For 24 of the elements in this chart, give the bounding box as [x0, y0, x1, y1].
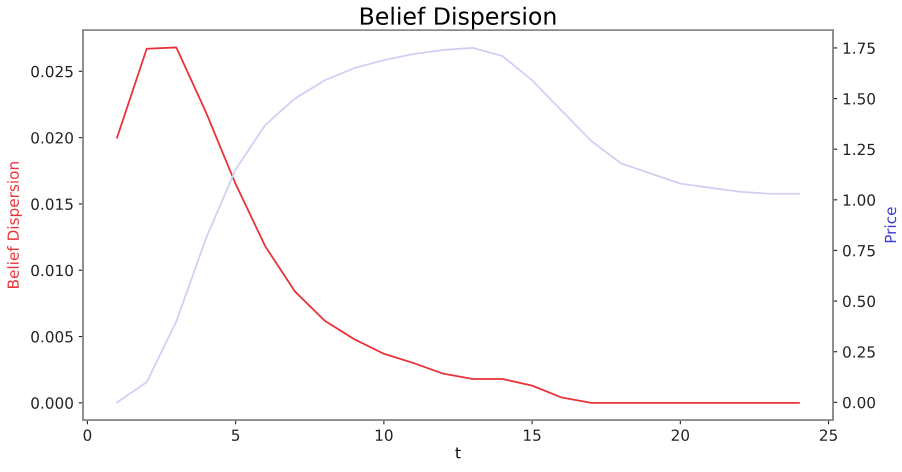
y2-tick-label: 1.25: [844, 144, 875, 156]
x-tick-label: 15: [524, 430, 540, 441]
y-tick-label: 0.005: [31, 331, 73, 343]
y2-axis-title: Price: [884, 207, 896, 242]
x-tick-label: 10: [376, 429, 393, 441]
y-tick-label: 0.020: [31, 132, 73, 144]
x-axis-title: t: [455, 448, 461, 458]
y2-tick-label: 1.75: [844, 42, 875, 54]
x-tick-label: 25: [820, 429, 837, 441]
y2-tick-label: 1.00: [844, 194, 876, 206]
y-tick-label: 0.025: [31, 66, 73, 78]
y2-tick-label: 0.00: [843, 396, 876, 408]
chart-title: Belief Dispersion: [360, 6, 556, 30]
y2-tick-label: 1.50: [844, 93, 876, 105]
x-tick-label: 5: [232, 430, 240, 441]
y-tick-label: 0.010: [31, 264, 73, 276]
y-tick-label: 0.000: [31, 397, 73, 409]
y2-tick-label: 0.25: [843, 346, 875, 358]
x-tick-label: 0: [84, 429, 92, 441]
y-tick-label: 0.015: [31, 198, 73, 210]
y-axis-title: Belief Dispersion: [7, 162, 22, 288]
y2-tick-label: 0.50: [843, 296, 876, 308]
x-tick-label: 20: [672, 429, 690, 441]
y2-tick-label: 0.75: [843, 244, 875, 256]
